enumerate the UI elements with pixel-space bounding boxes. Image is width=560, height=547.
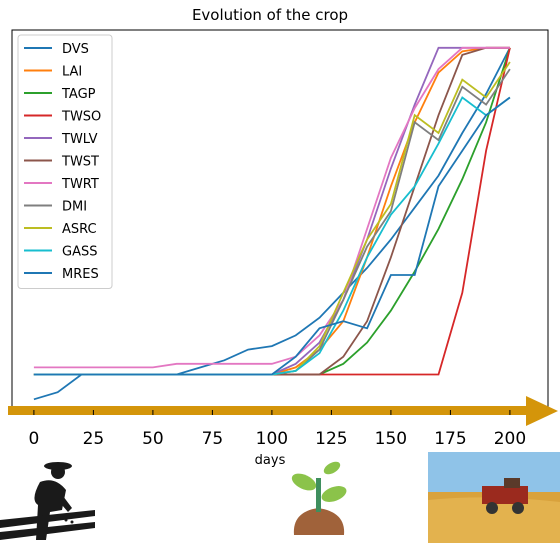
x-tick-label: 150 <box>375 429 407 449</box>
legend-label: LAI <box>62 65 82 80</box>
legend-label: DMI <box>62 200 87 215</box>
x-tick-label: 25 <box>83 429 105 449</box>
arrow-head <box>526 396 558 426</box>
legend-label: TAGP <box>61 87 96 102</box>
x-tick-label: 0 <box>28 429 39 449</box>
series-line <box>33 46 510 369</box>
x-tick-label: 200 <box>494 429 526 449</box>
series-line <box>33 96 511 376</box>
legend-label: TWRT <box>61 177 99 192</box>
x-tick-label: 175 <box>434 429 466 449</box>
timeline-arrow <box>8 406 528 415</box>
plant-icon <box>291 461 347 535</box>
legend-label: ASRC <box>62 222 97 237</box>
farmer-icon <box>0 462 95 540</box>
x-tick-label: 100 <box>256 429 288 449</box>
x-tick-label: 75 <box>202 429 224 449</box>
legend-label: GASS <box>62 245 97 260</box>
legend-label: TWSO <box>61 110 101 125</box>
legend-box <box>17 34 113 289</box>
x-tick-label: 125 <box>315 429 347 449</box>
legend-label: TWLV <box>61 132 98 147</box>
x-axis-label: days <box>255 453 286 468</box>
x-tick-label: 50 <box>142 429 164 449</box>
legend-label: MRES <box>62 267 99 282</box>
legend-label: TWST <box>61 155 99 170</box>
harvest-image <box>428 452 560 543</box>
chart-title: Evolution of the crop <box>192 6 348 24</box>
legend-label: DVS <box>62 42 89 57</box>
